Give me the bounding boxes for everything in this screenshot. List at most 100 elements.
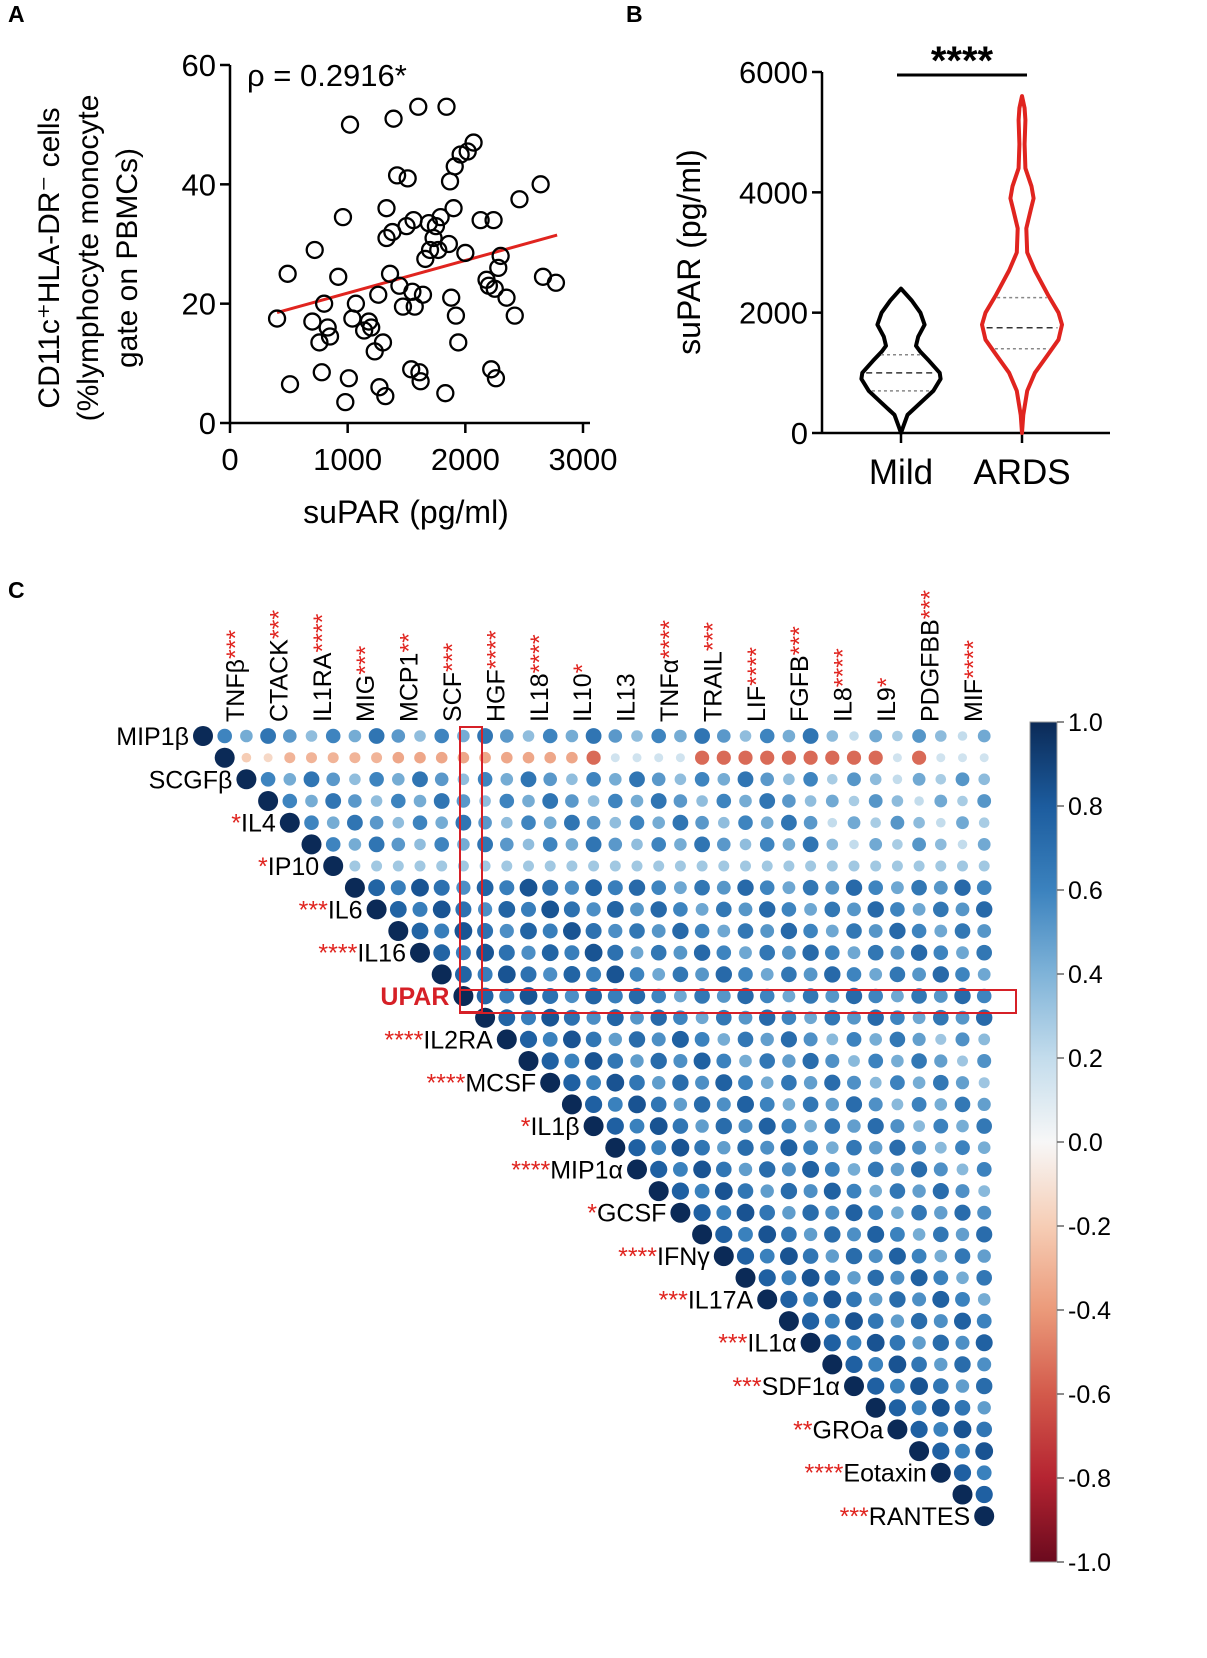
correlation-cell — [523, 860, 534, 872]
row-label-stars: **** — [426, 1070, 465, 1098]
scatter-point — [485, 279, 504, 298]
correlation-cell — [501, 816, 513, 829]
correlation-cell — [933, 1162, 948, 1177]
correlation-cell — [845, 1355, 863, 1373]
column-label-name: LIF — [743, 686, 771, 722]
correlation-cell — [802, 728, 819, 744]
row-label-stars: *** — [840, 1503, 869, 1531]
correlation-cell — [650, 1096, 667, 1113]
y-tick-label: 0 — [199, 406, 216, 441]
correlation-cell — [543, 816, 557, 829]
correlation-cell — [976, 1226, 993, 1243]
correlation-cell — [392, 751, 405, 764]
correlation-cell — [348, 729, 362, 743]
x-tick-label: 3000 — [549, 442, 618, 477]
correlation-cell — [846, 923, 862, 939]
correlation-annotation: ρ = 0.2916* — [247, 58, 407, 93]
correlation-cell — [693, 1204, 711, 1222]
correlation-cell — [803, 750, 818, 765]
correlation-cell — [541, 944, 559, 962]
column-label: TNFβ*** — [222, 630, 250, 722]
correlation-cell — [716, 901, 732, 918]
correlation-cell — [260, 728, 276, 744]
correlation-cell — [695, 1011, 709, 1025]
correlation-cell — [825, 924, 839, 938]
correlation-cell — [868, 750, 883, 765]
scatter-point — [329, 267, 348, 286]
correlation-cell — [650, 1160, 668, 1178]
correlation-cell — [435, 816, 449, 829]
correlation-cell — [933, 1378, 949, 1394]
row-label-name: IL4 — [241, 810, 276, 838]
colorbar — [1029, 721, 1058, 1563]
row-label: ***IL1α — [718, 1330, 796, 1358]
row-label-name: MIP1α — [550, 1156, 623, 1184]
scatter-point — [442, 288, 461, 307]
correlation-cell — [349, 773, 361, 786]
correlation-cell — [934, 1054, 948, 1068]
correlation-cell — [845, 1096, 863, 1113]
correlation-cell — [693, 1160, 711, 1179]
correlation-cell — [630, 946, 644, 960]
correlation-cell — [803, 1032, 818, 1047]
correlation-cell — [737, 923, 754, 939]
correlation-cell — [564, 945, 580, 961]
correlation-cell — [781, 1074, 797, 1091]
scatter-point — [446, 306, 466, 325]
correlation-cell — [936, 817, 946, 828]
correlation-cell — [672, 814, 689, 831]
correlation-cell — [628, 1095, 646, 1114]
correlation-cell — [889, 1031, 906, 1048]
scatter-point — [531, 175, 550, 194]
regression-line — [276, 233, 558, 315]
correlation-cell — [847, 1010, 861, 1025]
correlation-cell — [563, 922, 581, 940]
column-label: SCF*** — [439, 643, 467, 722]
correlation-cell — [824, 1074, 841, 1091]
correlation-cell — [716, 1205, 732, 1221]
correlation-cell — [930, 1462, 951, 1483]
scatter-point — [340, 115, 360, 134]
correlation-cell — [803, 1292, 818, 1307]
column-label-stars: *** — [699, 622, 727, 651]
scatter-point — [398, 169, 417, 188]
correlation-cell — [476, 943, 494, 962]
scatter-point — [339, 369, 358, 388]
correlation-cell — [803, 1140, 818, 1156]
correlation-cell — [781, 1270, 797, 1286]
correlation-cell — [976, 1313, 992, 1329]
column-label-stars: *** — [265, 610, 293, 639]
correlation-cell — [543, 772, 557, 787]
correlation-cell — [476, 879, 494, 897]
colorbar-tick-label: 0.2 — [1068, 1045, 1103, 1073]
correlation-cell — [739, 838, 752, 851]
correlation-cell — [911, 1400, 927, 1416]
correlation-cell — [934, 1249, 948, 1263]
correlation-cell — [934, 794, 948, 808]
scatter-point — [439, 234, 459, 254]
correlation-cell — [305, 794, 318, 808]
row-label: *GCSF — [587, 1200, 666, 1228]
correlation-cell — [759, 880, 775, 895]
scatter-point — [280, 375, 300, 394]
scatter-point — [312, 363, 331, 382]
correlation-cell — [715, 1074, 733, 1092]
column-label: MCP1** — [396, 633, 424, 722]
correlation-cell — [716, 1097, 731, 1112]
colorbar-tick-label: 0.0 — [1068, 1129, 1103, 1157]
correlation-cell — [958, 753, 967, 763]
correlation-cell — [716, 793, 732, 809]
significance-stars: **** — [931, 39, 994, 83]
correlation-cell — [630, 902, 644, 917]
correlation-cell — [411, 922, 429, 940]
row-label-upar: UPAR — [380, 983, 449, 1011]
column-label-name: IL10 — [569, 673, 597, 722]
row-label-stars: **** — [804, 1460, 843, 1488]
correlation-cell — [652, 1076, 666, 1090]
correlation-cell — [366, 899, 387, 920]
correlation-cell — [845, 1247, 863, 1265]
correlation-cell — [825, 945, 840, 960]
correlation-cell — [344, 877, 365, 898]
correlation-cell — [931, 1398, 950, 1417]
correlation-cell — [912, 967, 926, 982]
